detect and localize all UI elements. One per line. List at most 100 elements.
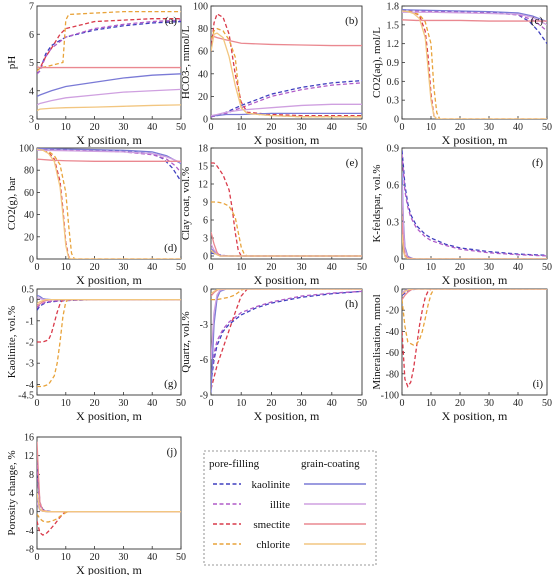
series-line-chlorite-pore-filling (402, 289, 547, 346)
series-line-smectite-grain-coating (402, 19, 547, 22)
y-axis-label: HCO3-, mmol/L (180, 26, 192, 100)
x-axis-label: X position, m (76, 133, 142, 147)
x-tick-label: 40 (327, 122, 337, 133)
panel-label: (a) (165, 15, 178, 27)
series-line-chlorite-grain-coating (211, 249, 362, 257)
y-tick-label: 8 (29, 470, 34, 481)
plot-frame (36, 147, 182, 260)
y-axis-label: pH (6, 56, 18, 70)
x-tick-label: 20 (90, 552, 100, 563)
y-tick-label: 20 (198, 92, 208, 103)
x-tick-label: 50 (357, 398, 367, 409)
y-axis-label: K-feldspar, vol.% (371, 164, 383, 242)
x-tick-label: 40 (513, 262, 523, 273)
series-line-chlorite-pore-filling (37, 511, 181, 523)
y-axis-label: Clay coat, vol.% (180, 167, 192, 240)
series-line-illite-grain-coating (211, 103, 362, 117)
y-tick-label: -4 (26, 380, 34, 391)
y-tick-label: -60 (386, 348, 399, 359)
y-tick-label: 80 (198, 24, 208, 35)
series-line-illite-grain-coating (211, 289, 362, 360)
x-tick-label: 0 (400, 122, 405, 133)
x-tick-label: 50 (542, 122, 552, 133)
x-tick-label: 50 (542, 262, 552, 273)
series-line-chlorite-grain-coating (211, 32, 362, 118)
x-tick-label: 50 (176, 122, 186, 133)
x-tick-label: 40 (147, 122, 157, 133)
y-tick-label: -3 (200, 320, 208, 331)
series-line-kaolinite-pore-filling (211, 290, 362, 384)
panel-label: (f) (532, 157, 543, 169)
y-tick-label: 4 (29, 86, 34, 97)
x-tick-label: 40 (513, 122, 523, 133)
y-tick-label: 40 (198, 69, 208, 80)
x-tick-label: 10 (61, 398, 71, 409)
x-tick-label: 30 (484, 262, 494, 273)
series-group (402, 150, 547, 259)
y-tick-label: 0.3 (387, 218, 400, 229)
x-tick-label: 30 (484, 122, 494, 133)
y-axis-label: Porosity change, % (6, 450, 18, 535)
series-line-smectite-grain-coating (37, 158, 181, 162)
series-line-kaolinite-grain-coating (211, 289, 362, 393)
x-axis-label: X position, m (76, 409, 142, 423)
panel-label: (i) (533, 378, 544, 390)
legend-item-chlorite: chlorite (213, 539, 366, 551)
x-axis-label: X position, m (76, 563, 142, 575)
series-line-illite-grain-coating (37, 149, 181, 164)
series-line-kaolinite-grain-coating (37, 73, 181, 97)
x-tick-label: 40 (327, 262, 337, 273)
y-tick-label: 0.5 (22, 285, 35, 296)
x-tick-label: 20 (90, 262, 100, 273)
legend-header-pore-filling: pore-filling (209, 458, 260, 470)
panel-a: 0 10 20 30 40 50 3 4 5 6 7 (a) X position, m pH (6, 2, 186, 148)
legend-label: chlorite (256, 539, 290, 551)
series-line-illite-pore-filling (211, 290, 362, 378)
y-tick-label: 20 (24, 232, 34, 243)
series-line-illite-pore-filling (37, 19, 181, 75)
x-tick-label: 30 (118, 122, 128, 133)
series-line-chlorite-grain-coating (37, 148, 181, 259)
legend-label: kaolinite (252, 479, 291, 491)
legend-frame (203, 450, 377, 566)
panel-label: (c) (531, 15, 544, 27)
series-line-chlorite-grain-coating (37, 492, 181, 513)
series-line-chlorite-pore-filling (37, 148, 181, 259)
y-tick-label: 3 (29, 115, 34, 126)
y-tick-label: 0.9 (387, 144, 400, 155)
x-axis-label: X position, m (442, 273, 508, 287)
x-tick-label: 20 (90, 398, 100, 409)
y-tick-label: -3 (26, 359, 34, 370)
x-tick-label: 50 (542, 398, 552, 409)
plot-frame (36, 288, 182, 396)
series-line-smectite-pore-filling (37, 298, 181, 343)
series-line-chlorite-pore-filling (211, 201, 362, 257)
y-tick-label: 40 (24, 210, 34, 221)
x-tick-label: 10 (426, 262, 436, 273)
y-tick-label: 0 (203, 285, 208, 296)
plot-frame (210, 147, 363, 260)
y-tick-label: -20 (386, 306, 399, 317)
panel-f: 0 10 20 30 40 50 0 0.3 0.6 0.9 (f) X position, m K-f… (371, 144, 552, 288)
y-tick-label: 0 (29, 255, 34, 266)
x-tick-label: 30 (297, 122, 307, 133)
series-line-kaolinite-grain-coating (402, 9, 547, 23)
series-line-illite-pore-filling (402, 154, 547, 257)
y-tick-label: -40 (386, 327, 399, 338)
y-tick-label: 0.6 (387, 181, 400, 192)
series-line-chlorite-pore-filling (37, 11, 181, 72)
y-axis-label: Mineralisation, mmol (371, 294, 383, 389)
series-line-chlorite-grain-coating (37, 298, 181, 305)
x-tick-label: 20 (266, 398, 276, 409)
series-line-chlorite-pore-filling (402, 10, 547, 119)
x-tick-label: 10 (236, 398, 246, 409)
y-tick-label: 1.8 (387, 2, 400, 13)
y-tick-label: -1 (26, 316, 34, 327)
panel-label: (h) (345, 298, 358, 310)
x-axis-label: X position, m (442, 409, 508, 423)
y-tick-label: 80 (24, 166, 34, 177)
y-tick-label: -8 (26, 545, 34, 556)
x-tick-label: 40 (327, 398, 337, 409)
panel-j: 0 10 20 30 40 50 -8 -4 0 4 8 12 16 (j) X position, m Po… (6, 433, 186, 575)
